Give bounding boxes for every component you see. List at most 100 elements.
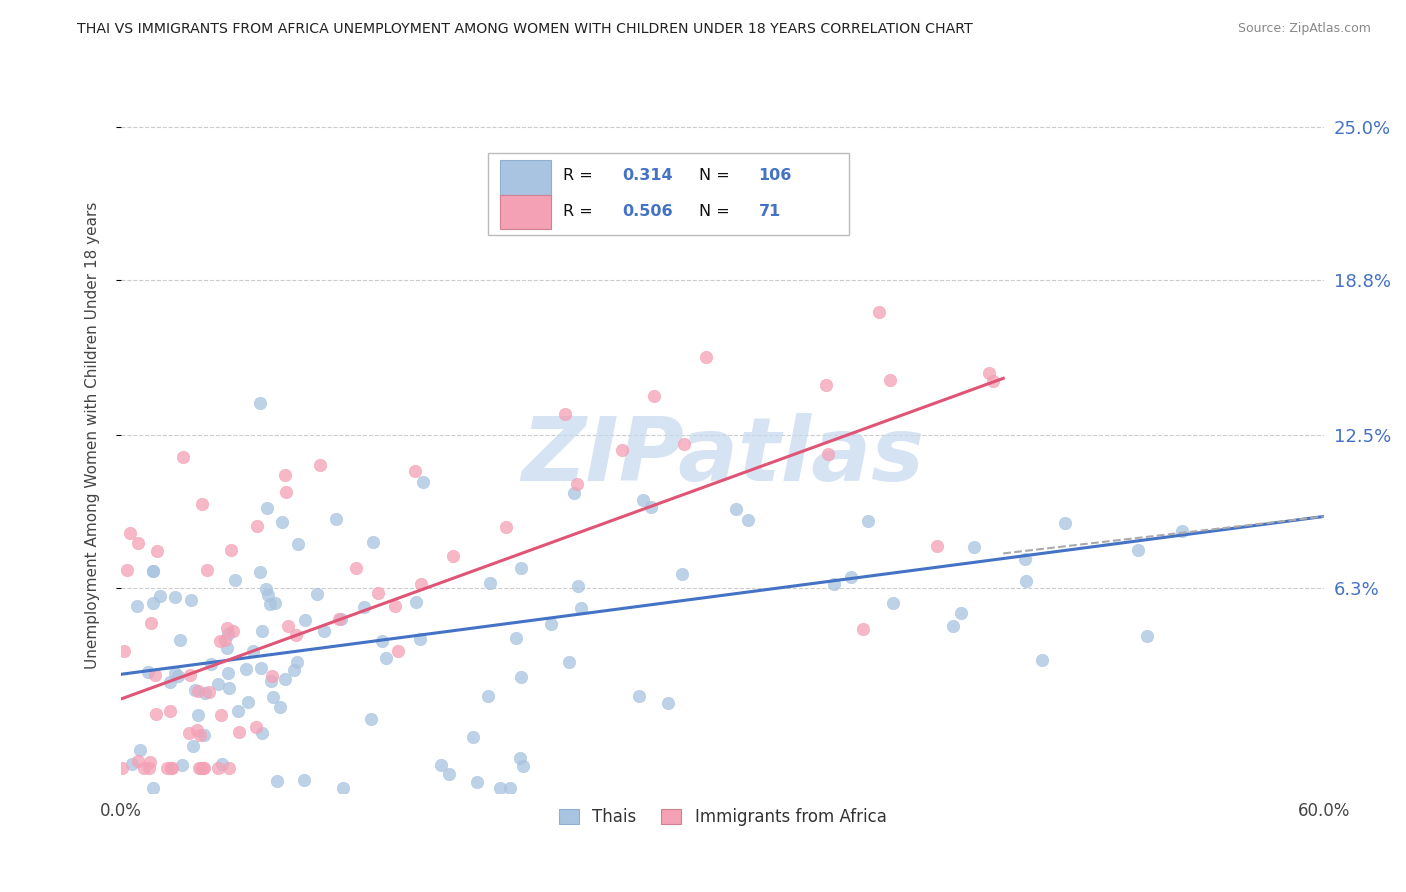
Point: [218, 681, 240, 696]
Point: [479, 575, 502, 590]
FancyBboxPatch shape: [501, 194, 551, 229]
Text: 0.506: 0.506: [623, 203, 673, 219]
Point: [361, 534, 384, 549]
Point: [488, 780, 510, 795]
Point: [127, 536, 149, 550]
Point: [1015, 574, 1038, 588]
Point: [375, 651, 398, 665]
Point: [344, 561, 367, 575]
Point: [1136, 629, 1159, 643]
Point: [198, 685, 221, 699]
Point: [257, 588, 280, 602]
Point: [242, 644, 264, 658]
Point: [1014, 551, 1036, 566]
Point: [1126, 543, 1149, 558]
Point: [139, 756, 162, 770]
Point: [569, 601, 592, 615]
Point: [245, 720, 267, 734]
Point: [1171, 524, 1194, 539]
Y-axis label: Unemployment Among Women with Children Under 18 years: Unemployment Among Women with Children U…: [86, 202, 100, 669]
Point: [307, 587, 329, 601]
Point: [505, 631, 527, 645]
Point: [671, 567, 693, 582]
Point: [811, 157, 834, 171]
Point: [429, 757, 451, 772]
Point: [181, 739, 204, 753]
Point: [226, 704, 249, 718]
Point: [249, 565, 271, 579]
Point: [737, 513, 759, 527]
Text: Source: ZipAtlas.com: Source: ZipAtlas.com: [1237, 22, 1371, 36]
Point: [221, 624, 243, 639]
Point: [353, 600, 375, 615]
Point: [814, 378, 837, 392]
Point: [387, 643, 409, 657]
Point: [179, 668, 201, 682]
Point: [190, 497, 212, 511]
Point: [217, 621, 239, 635]
Point: [118, 525, 141, 540]
Point: [167, 669, 190, 683]
Point: [190, 761, 212, 775]
Point: [879, 373, 901, 387]
Point: [367, 586, 389, 600]
Point: [841, 569, 863, 583]
Point: [127, 754, 149, 768]
Point: [1054, 516, 1077, 530]
Point: [165, 591, 187, 605]
Point: [138, 761, 160, 775]
Legend: Thais, Immigrants from Africa: Thais, Immigrants from Africa: [550, 800, 894, 834]
Text: ZIPatlas: ZIPatlas: [522, 413, 924, 500]
Point: [228, 725, 250, 739]
Point: [217, 627, 239, 641]
Text: R =: R =: [562, 168, 592, 183]
Point: [187, 761, 209, 775]
Point: [128, 743, 150, 757]
Point: [404, 464, 426, 478]
Point: [554, 408, 576, 422]
Point: [329, 612, 352, 626]
Point: [510, 561, 533, 575]
Point: [250, 661, 273, 675]
Point: [208, 633, 231, 648]
Point: [942, 619, 965, 633]
Point: [273, 673, 295, 687]
Point: [250, 726, 273, 740]
Point: [409, 632, 432, 647]
Point: [249, 396, 271, 410]
Point: [142, 780, 165, 795]
Point: [405, 595, 427, 609]
Text: R =: R =: [562, 203, 592, 219]
Point: [495, 519, 517, 533]
Point: [437, 767, 460, 781]
Point: [186, 723, 208, 738]
Point: [979, 366, 1001, 380]
Point: [246, 519, 269, 533]
Point: [187, 708, 209, 723]
Point: [312, 624, 335, 639]
Text: 106: 106: [759, 168, 792, 183]
Point: [218, 761, 240, 775]
Point: [852, 622, 875, 636]
Point: [146, 543, 169, 558]
Point: [1031, 652, 1053, 666]
Point: [259, 597, 281, 611]
Point: [142, 565, 165, 579]
Point: [509, 751, 531, 765]
Point: [138, 665, 160, 680]
Point: [180, 593, 202, 607]
Point: [672, 436, 695, 450]
Point: [270, 515, 292, 529]
Point: [266, 774, 288, 789]
Point: [463, 730, 485, 744]
Point: [169, 633, 191, 648]
Point: [309, 458, 332, 472]
Point: [294, 613, 316, 627]
Point: [292, 772, 315, 787]
Point: [214, 632, 236, 647]
Point: [269, 700, 291, 714]
Point: [274, 468, 297, 483]
Point: [467, 774, 489, 789]
Point: [238, 695, 260, 709]
Point: [695, 350, 717, 364]
